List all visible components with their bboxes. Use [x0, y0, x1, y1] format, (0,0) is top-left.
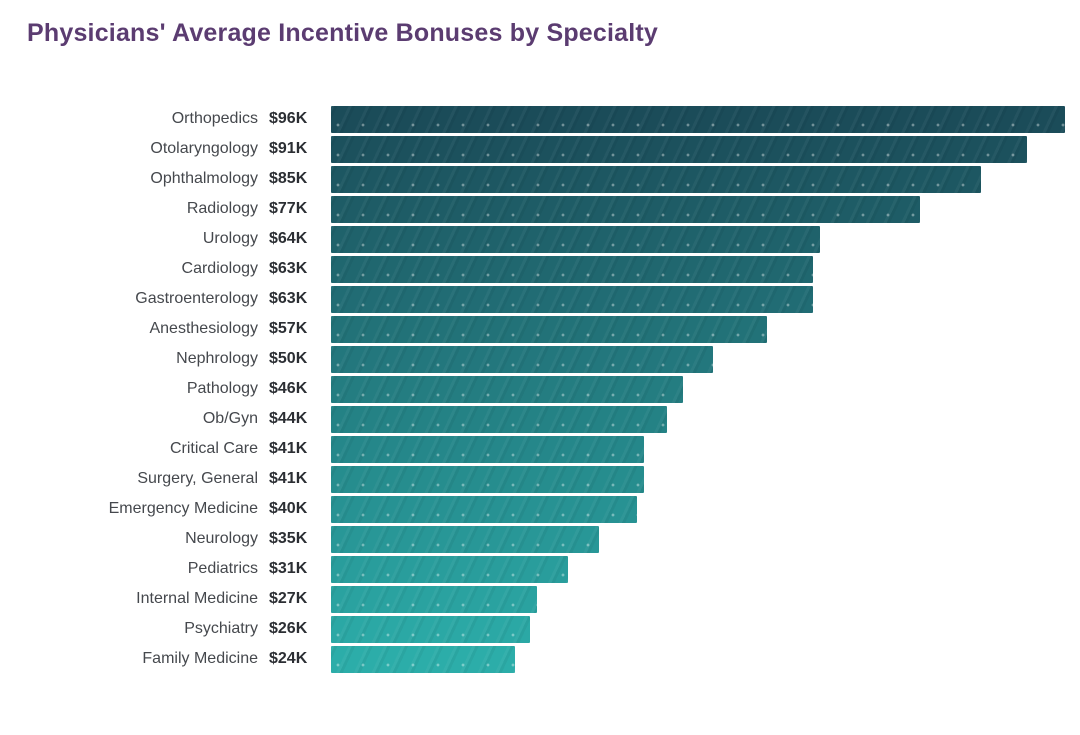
bar-row: Cardiology $63K	[0, 254, 1080, 284]
category-label: Ob/Gyn	[202, 410, 258, 427]
bar	[331, 525, 599, 553]
bar-track	[331, 555, 1065, 583]
bar-track	[331, 105, 1065, 133]
bar-chart: Orthopedics $96K Otolaryngology $91K Ophthal…	[0, 104, 1080, 674]
value-label: $50K	[269, 350, 308, 367]
bar-track	[331, 495, 1065, 523]
bar	[331, 465, 645, 493]
value-label: $96K	[269, 110, 308, 127]
bar	[331, 225, 821, 253]
bar-row: Anesthesiology $57K	[0, 314, 1080, 344]
bar-row: Internal Medicine $27K	[0, 584, 1080, 614]
bar	[331, 615, 530, 643]
bar	[331, 195, 920, 223]
bar-row: Otolaryngology $91K	[0, 134, 1080, 164]
bar-row: Gastroenterology $63K	[0, 284, 1080, 314]
category-label: Anesthesiology	[149, 320, 258, 337]
bar	[331, 585, 538, 613]
category-label: Family Medicine	[142, 650, 258, 667]
value-label: $77K	[269, 200, 308, 217]
value-label: $41K	[269, 470, 308, 487]
chart-title: Physicians' Average Incentive Bonuses by…	[27, 19, 659, 47]
bar-track	[331, 615, 1065, 643]
bar-track	[331, 225, 1065, 253]
bar	[331, 285, 813, 313]
bar-track	[331, 525, 1065, 553]
value-label: $41K	[269, 440, 308, 457]
category-label: Urology	[202, 230, 258, 247]
bar-row: Pathology $46K	[0, 374, 1080, 404]
value-label: $63K	[269, 260, 308, 277]
bar-row: Psychiatry $26K	[0, 614, 1080, 644]
bar-row: Emergency Medicine $40K	[0, 494, 1080, 524]
value-label: $40K	[269, 500, 308, 517]
value-label: $91K	[269, 140, 308, 157]
bar-row: Critical Care $41K	[0, 434, 1080, 464]
value-label: $57K	[269, 320, 308, 337]
category-label: Critical Care	[169, 440, 258, 457]
bar	[331, 375, 683, 403]
bar-track	[331, 345, 1065, 373]
bar-track	[331, 315, 1065, 343]
category-label: Pathology	[186, 380, 258, 397]
bar-row: Neurology $35K	[0, 524, 1080, 554]
bar	[331, 135, 1027, 163]
bar-track	[331, 405, 1065, 433]
bar	[331, 165, 981, 193]
bar	[331, 495, 637, 523]
bar	[331, 345, 714, 373]
bar-row: Pediatrics $31K	[0, 554, 1080, 584]
bar-row: Urology $64K	[0, 224, 1080, 254]
category-label: Psychiatry	[184, 620, 258, 637]
category-label: Emergency Medicine	[108, 500, 258, 517]
bar-row: Nephrology $50K	[0, 344, 1080, 374]
bar-track	[331, 645, 1065, 673]
bar-track	[331, 165, 1065, 193]
value-label: $27K	[269, 590, 308, 607]
bar-row: Radiology $77K	[0, 194, 1080, 224]
category-label: Internal Medicine	[136, 590, 258, 607]
value-label: $44K	[269, 410, 308, 427]
category-label: Pediatrics	[187, 560, 258, 577]
category-label: Radiology	[186, 200, 258, 217]
value-label: $64K	[269, 230, 308, 247]
category-label: Surgery, General	[137, 470, 258, 487]
value-label: $35K	[269, 530, 308, 547]
category-label: Otolaryngology	[150, 140, 258, 157]
bar-row: Orthopedics $96K	[0, 104, 1080, 134]
bar-track	[331, 285, 1065, 313]
bar-row: Ophthalmology $85K	[0, 164, 1080, 194]
category-label: Orthopedics	[171, 110, 258, 127]
category-label: Ophthalmology	[150, 170, 258, 187]
value-label: $46K	[269, 380, 308, 397]
bar-row: Ob/Gyn $44K	[0, 404, 1080, 434]
bar-row: Surgery, General $41K	[0, 464, 1080, 494]
bar	[331, 405, 668, 433]
category-label: Gastroenterology	[135, 290, 258, 307]
bar-track	[331, 375, 1065, 403]
bar-track	[331, 195, 1065, 223]
bar	[331, 555, 569, 583]
bar	[331, 645, 515, 673]
bar-track	[331, 435, 1065, 463]
bar	[331, 315, 767, 343]
value-label: $85K	[269, 170, 308, 187]
value-label: $24K	[269, 650, 308, 667]
bar-track	[331, 585, 1065, 613]
value-label: $63K	[269, 290, 308, 307]
bar-row: Family Medicine $24K	[0, 644, 1080, 674]
value-label: $31K	[269, 560, 308, 577]
value-label: $26K	[269, 620, 308, 637]
bar-track	[331, 255, 1065, 283]
bar	[331, 105, 1065, 133]
category-label: Nephrology	[176, 350, 258, 367]
bar-track	[331, 465, 1065, 493]
bar-track	[331, 135, 1065, 163]
bar	[331, 435, 645, 463]
bar	[331, 255, 813, 283]
category-label: Neurology	[185, 530, 258, 547]
category-label: Cardiology	[181, 260, 258, 277]
